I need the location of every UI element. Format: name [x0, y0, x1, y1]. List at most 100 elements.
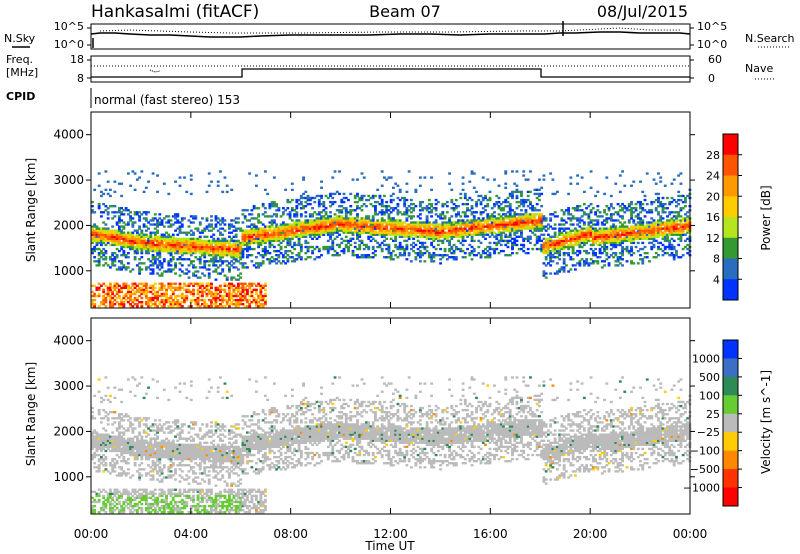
power-cell — [214, 298, 218, 302]
power-cell — [147, 235, 151, 238]
power-cell — [234, 300, 238, 304]
power-cell — [111, 233, 115, 236]
power-cell — [470, 205, 474, 208]
power-cell — [268, 260, 272, 263]
power-cell — [183, 272, 186, 275]
power-cell — [266, 225, 270, 228]
power-cell — [439, 227, 443, 230]
power-cell — [623, 235, 627, 238]
power-cell — [151, 262, 155, 265]
power-cell — [443, 254, 447, 257]
power-cell — [445, 227, 449, 230]
power-cell — [427, 256, 431, 259]
power-cell — [261, 202, 265, 206]
power-cell — [333, 223, 337, 226]
power-cell — [468, 221, 472, 224]
power-cell — [241, 294, 245, 298]
power-cell — [158, 274, 162, 277]
power-cell — [151, 217, 155, 220]
power-cell — [627, 235, 631, 238]
power-cell — [661, 249, 665, 253]
power-cell — [403, 239, 407, 243]
power-cell — [679, 235, 683, 238]
power-cell — [549, 239, 553, 243]
power-cell — [531, 205, 535, 208]
power-cell — [245, 249, 249, 253]
power-cell — [614, 260, 618, 263]
power-cell — [284, 188, 288, 192]
power-cell — [97, 254, 101, 257]
power-cell — [95, 260, 99, 263]
power-cell — [225, 184, 229, 187]
power-cell — [239, 251, 243, 255]
power-cell — [221, 288, 225, 292]
power-cell — [573, 209, 577, 212]
power-cell — [241, 282, 245, 285]
power-cell — [153, 243, 157, 247]
power-cell — [290, 182, 294, 185]
power-cell — [203, 286, 207, 290]
power-cell — [144, 245, 148, 249]
power-cell — [232, 294, 236, 298]
nave-label: Nave — [745, 62, 773, 75]
power-cell — [216, 305, 220, 308]
power-cell — [241, 290, 245, 294]
power-cell — [210, 305, 213, 308]
power-cell — [639, 200, 642, 204]
power-cell — [93, 239, 97, 243]
power-cell — [567, 207, 571, 210]
power-cell — [621, 227, 624, 230]
power-cell — [149, 296, 153, 300]
power-cell — [162, 305, 166, 308]
power-cell — [445, 237, 449, 241]
power-cell — [248, 235, 252, 238]
power-cell — [643, 215, 647, 218]
power-cell — [542, 174, 546, 177]
power-cell — [254, 303, 258, 306]
power-cell — [120, 229, 124, 232]
power-cell — [526, 223, 530, 226]
power-cell — [223, 223, 227, 226]
power-cell — [212, 292, 216, 296]
power-cell — [196, 258, 200, 261]
power-cell — [670, 229, 674, 232]
power-cell — [245, 256, 249, 259]
power-cell — [560, 223, 564, 226]
power-cell — [111, 229, 115, 232]
power-cell — [659, 202, 663, 206]
power-cell — [506, 241, 510, 245]
power-cell — [133, 172, 137, 175]
power-cell — [582, 243, 586, 247]
power-cell — [605, 213, 609, 216]
power-cell — [205, 260, 209, 263]
power-cell — [356, 215, 359, 218]
power-cell — [396, 196, 400, 200]
power-cell — [286, 198, 290, 202]
power-cell — [497, 229, 501, 232]
power-cell — [535, 196, 539, 200]
power-cell — [135, 249, 139, 253]
power-cell — [632, 231, 636, 234]
power-cell — [142, 217, 146, 220]
power-cell — [129, 233, 133, 236]
power-cell — [618, 227, 622, 230]
power-cell — [515, 223, 519, 226]
power-cell — [573, 233, 577, 236]
power-cell — [515, 221, 519, 224]
power-cell — [493, 241, 496, 245]
power-cell — [569, 237, 573, 241]
power-cell — [558, 243, 562, 247]
power-cell — [297, 221, 301, 224]
power-cell — [484, 205, 487, 208]
power-cell — [167, 247, 171, 251]
power-cell — [241, 237, 245, 241]
power-cell — [210, 219, 213, 222]
power-cell — [216, 298, 220, 302]
power-cell — [111, 303, 115, 306]
power-cell — [185, 243, 189, 247]
power-cell — [454, 245, 458, 249]
power-cell — [106, 241, 110, 245]
power-cell — [591, 231, 595, 234]
power-cell — [414, 243, 418, 247]
power-cell — [331, 176, 335, 179]
